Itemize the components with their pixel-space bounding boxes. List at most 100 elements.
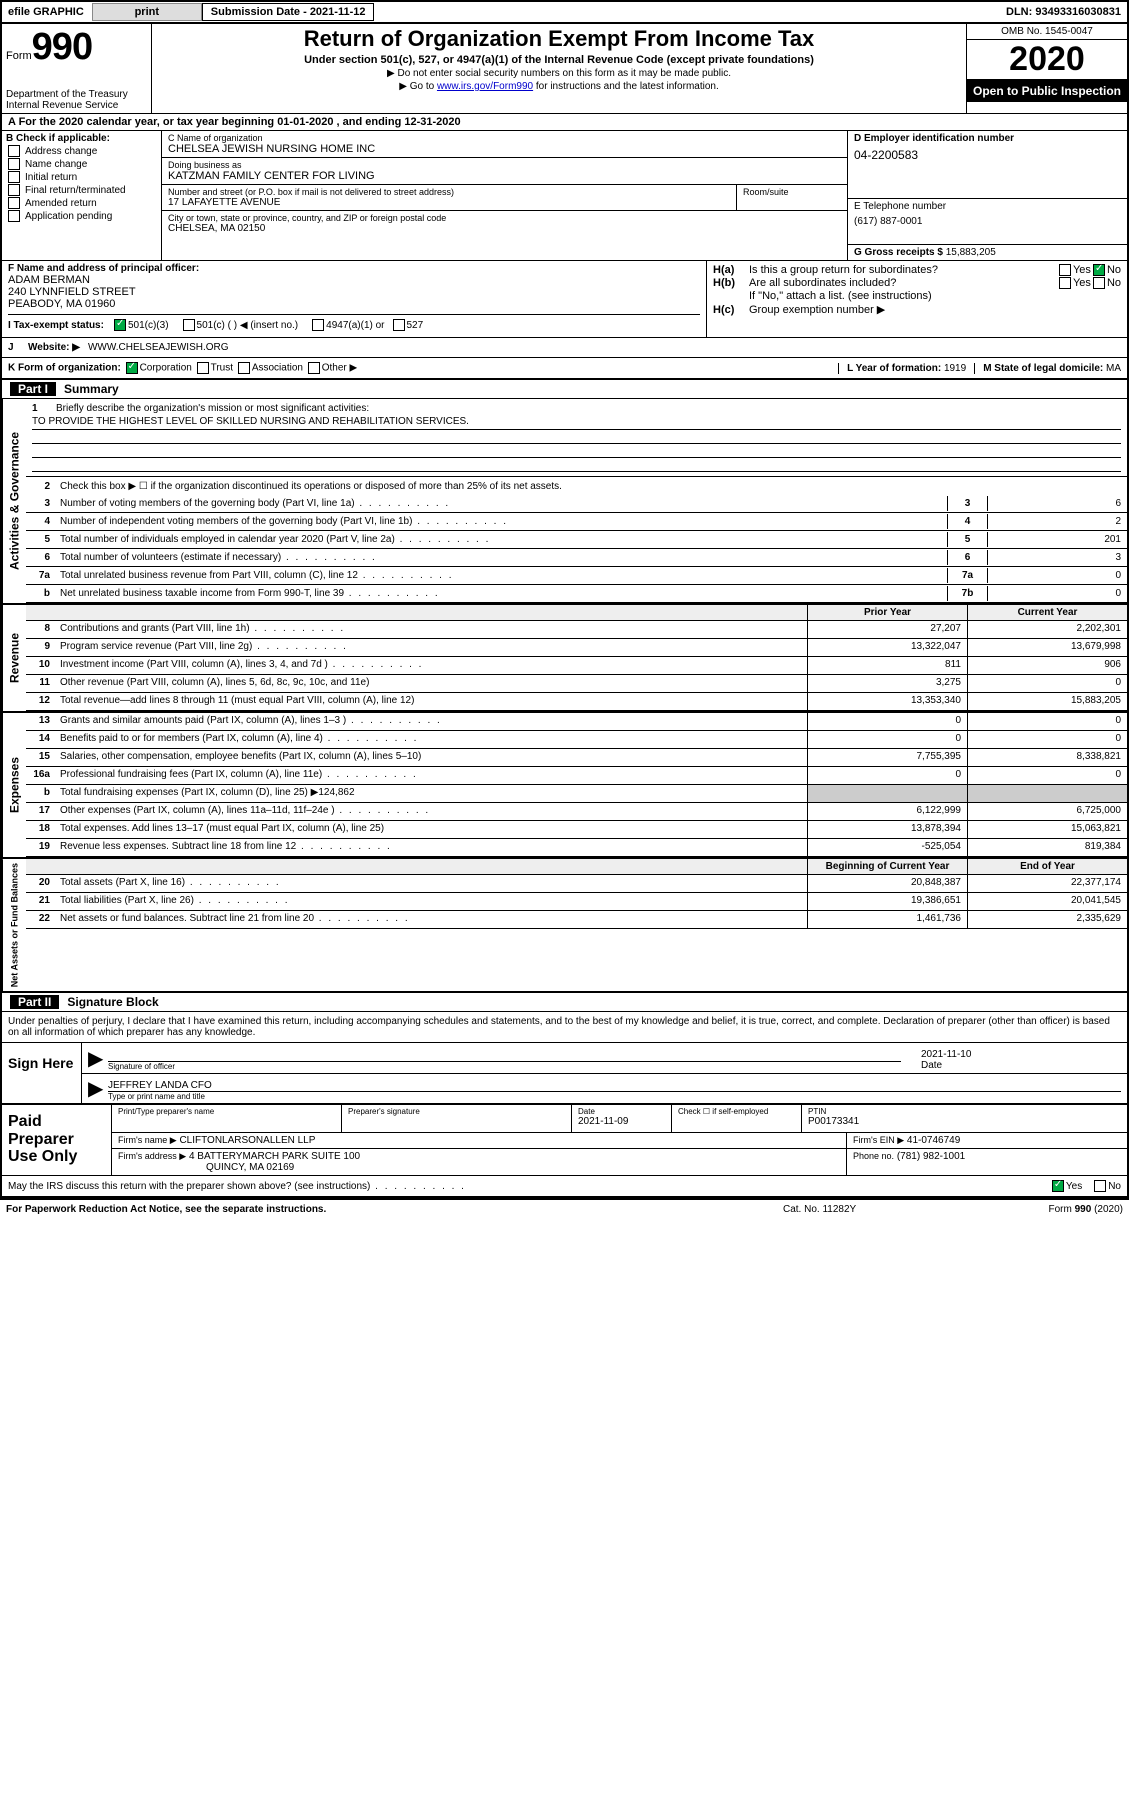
signature-arrow-icon: ▶ — [88, 1046, 108, 1071]
instructions-link[interactable]: www.irs.gov/Form990 — [437, 81, 533, 92]
page-title: Return of Organization Exempt From Incom… — [158, 26, 960, 52]
line-17-py: 6,122,999 — [807, 803, 967, 820]
sign-date-value: 2021-11-10 — [921, 1049, 1121, 1060]
line-22-py: 1,461,736 — [807, 911, 967, 928]
line-12-cy: 15,883,205 — [967, 693, 1127, 710]
print-button[interactable]: print — [92, 3, 202, 21]
omb-number: OMB No. 1545-0047 — [967, 24, 1127, 40]
ha-no-checkbox[interactable] — [1093, 264, 1105, 276]
note-1: ▶ Do not enter social security numbers o… — [158, 68, 960, 79]
form-label: Form — [6, 50, 32, 62]
line-3-desc: Number of voting members of the governin… — [56, 496, 947, 511]
penalty-text: Under penalties of perjury, I declare th… — [2, 1012, 1127, 1043]
501c-checkbox[interactable] — [183, 319, 195, 331]
527-checkbox[interactable] — [393, 319, 405, 331]
line-10-desc: Investment income (Part VIII, column (A)… — [56, 657, 807, 674]
discuss-text: May the IRS discuss this return with the… — [8, 1181, 1050, 1192]
line-17-cy: 6,725,000 — [967, 803, 1127, 820]
part-1-header: Part I Summary — [2, 380, 1127, 399]
line-10-cy: 906 — [967, 657, 1127, 674]
final-return-checkbox[interactable] — [8, 184, 20, 196]
line-6-desc: Total number of volunteers (estimate if … — [56, 550, 947, 565]
application-pending-checkbox[interactable] — [8, 210, 20, 222]
net-assets-tab: Net Assets or Fund Balances — [2, 859, 26, 991]
line-1-text: Briefly describe the organization's miss… — [56, 403, 369, 414]
firm-addr1: 4 BATTERYMARCH PARK SUITE 100 — [189, 1151, 360, 1162]
ha-yes-checkbox[interactable] — [1059, 264, 1071, 276]
line-17-desc: Other expenses (Part IX, column (A), lin… — [56, 803, 807, 820]
address-change-checkbox[interactable] — [8, 145, 20, 157]
prep-name-label: Print/Type preparer's name — [118, 1107, 335, 1116]
line-7a-desc: Total unrelated business revenue from Pa… — [56, 568, 947, 583]
line-16a-py: 0 — [807, 767, 967, 784]
line-4-desc: Number of independent voting members of … — [56, 514, 947, 529]
paid-preparer-label: Paid Preparer Use Only — [2, 1105, 112, 1175]
corporation-checkbox[interactable] — [126, 362, 138, 374]
tax-year: 2020 — [967, 40, 1127, 80]
mission-blank-3 — [32, 458, 1121, 472]
line-22-cy: 2,335,629 — [967, 911, 1127, 928]
summary-expenses: Expenses 13Grants and similar amounts pa… — [2, 711, 1127, 857]
sign-here-block: Sign Here ▶ Signature of officer 2021-11… — [2, 1043, 1127, 1105]
part-1-label: Part I — [10, 382, 56, 396]
catalog-number: Cat. No. 11282Y — [783, 1204, 983, 1215]
trust-checkbox[interactable] — [197, 362, 209, 374]
line-5-desc: Total number of individuals employed in … — [56, 532, 947, 547]
sign-date-label: Date — [921, 1060, 1121, 1071]
form-number: 990 — [32, 26, 92, 69]
other-checkbox[interactable] — [308, 362, 320, 374]
4947-checkbox[interactable] — [312, 319, 324, 331]
firm-addr-label: Firm's address ▶ — [118, 1151, 186, 1161]
prep-sig-label: Preparer's signature — [348, 1107, 565, 1116]
line-7a-value: 0 — [987, 568, 1127, 583]
k-form-row: K Form of organization: Corporation Trus… — [2, 358, 1127, 380]
org-name-label: C Name of organization — [168, 133, 841, 143]
initial-return-checkbox[interactable] — [8, 171, 20, 183]
line-10-py: 811 — [807, 657, 967, 674]
header-row: Form 990 Department of the Treasury Inte… — [2, 24, 1127, 114]
line-16b-cy — [967, 785, 1127, 802]
association-checkbox[interactable] — [238, 362, 250, 374]
current-year-header: Current Year — [967, 605, 1127, 620]
website-label: Website: ▶ — [28, 342, 80, 353]
name-change-checkbox[interactable] — [8, 158, 20, 170]
governance-tab: Activities & Governance — [2, 399, 26, 603]
beginning-year-header: Beginning of Current Year — [807, 859, 967, 874]
k-label: K Form of organization: — [8, 363, 121, 374]
hb-yes-checkbox[interactable] — [1059, 277, 1071, 289]
summary-net-assets: Net Assets or Fund Balances Beginning of… — [2, 857, 1127, 991]
firm-name: CLIFTONLARSONALLEN LLP — [179, 1135, 315, 1146]
hc-label: H(c) — [713, 304, 749, 316]
dept-label: Department of the Treasury — [6, 89, 147, 100]
line-8-cy: 2,202,301 — [967, 621, 1127, 638]
501c3-checkbox[interactable] — [114, 319, 126, 331]
amended-return-checkbox[interactable] — [8, 197, 20, 209]
hb-no-checkbox[interactable] — [1093, 277, 1105, 289]
top-bar: efile GRAPHIC print Submission Date - 20… — [2, 2, 1127, 24]
end-year-header: End of Year — [967, 859, 1127, 874]
form-container: efile GRAPHIC print Submission Date - 20… — [0, 0, 1129, 1200]
line-11-cy: 0 — [967, 675, 1127, 692]
discuss-yes-checkbox[interactable] — [1052, 1180, 1064, 1192]
line-7b-desc: Net unrelated business taxable income fr… — [56, 586, 947, 601]
line-7b-value: 0 — [987, 586, 1127, 601]
exempt-label: I Tax-exempt status: — [8, 320, 104, 331]
line-5-value: 201 — [987, 532, 1127, 547]
addr-label: Number and street (or P.O. box if mail i… — [168, 187, 730, 197]
line-2-text: Check this box ▶ ☐ if the organization d… — [56, 479, 1127, 494]
phone-value: (617) 887-0001 — [854, 216, 1121, 227]
line-9-cy: 13,679,998 — [967, 639, 1127, 656]
footer-row: For Paperwork Reduction Act Notice, see … — [0, 1200, 1129, 1219]
form-ref: Form 990 (2020) — [983, 1204, 1123, 1215]
header-center: Return of Organization Exempt From Incom… — [152, 24, 967, 113]
revenue-tab: Revenue — [2, 605, 26, 711]
line-13-desc: Grants and similar amounts paid (Part IX… — [56, 713, 807, 730]
line-9-py: 13,322,047 — [807, 639, 967, 656]
line-22-desc: Net assets or fund balances. Subtract li… — [56, 911, 807, 928]
discuss-no-checkbox[interactable] — [1094, 1180, 1106, 1192]
officer-label: F Name and address of principal officer: — [8, 263, 700, 274]
part-2-header: Part II Signature Block — [2, 991, 1127, 1012]
firm-ein: 41-0746749 — [907, 1135, 960, 1146]
line-19-desc: Revenue less expenses. Subtract line 18 … — [56, 839, 807, 856]
ein-label: D Employer identification number — [854, 133, 1121, 144]
